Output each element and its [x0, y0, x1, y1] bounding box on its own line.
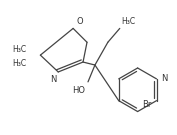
Text: Br: Br — [142, 100, 152, 109]
Text: H₃C: H₃C — [122, 17, 136, 26]
Text: N: N — [50, 75, 56, 84]
Text: N: N — [161, 74, 168, 83]
Text: O: O — [76, 17, 83, 26]
Text: H₃C: H₃C — [12, 59, 27, 68]
Text: H₃C: H₃C — [12, 45, 27, 54]
Text: HO: HO — [72, 86, 85, 95]
